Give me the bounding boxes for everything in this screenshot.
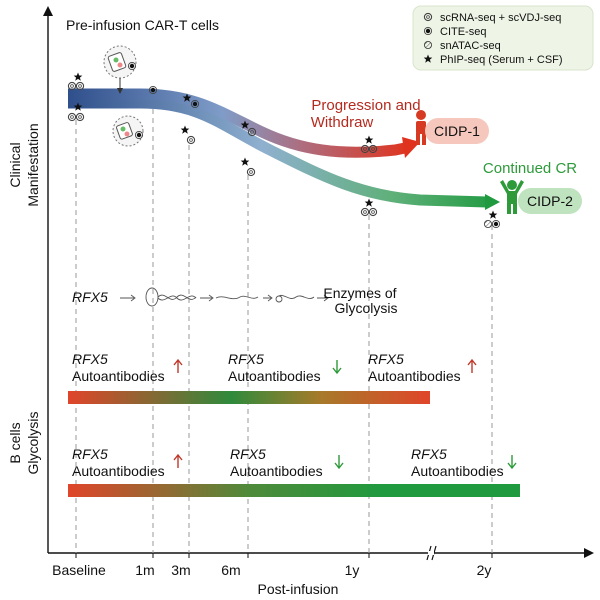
y-label-clinical-line1: Clinical xyxy=(7,142,23,187)
y-axis-arrowhead xyxy=(43,6,53,16)
cidp2-badge xyxy=(518,188,582,214)
y-label-clinical-line2: Manifestation xyxy=(25,123,41,206)
x-tick-1y: 1y xyxy=(345,562,360,578)
glycolysis-bar-cidp2 xyxy=(68,484,520,497)
down-arrow-icon xyxy=(507,455,517,470)
x-tick-1m: 1m xyxy=(135,562,154,578)
pathway-schematic xyxy=(120,287,329,307)
cidp1-label: CIDP-1 xyxy=(434,123,480,139)
legend-label-phip: PhIP-seq (Serum + CSF) xyxy=(440,54,563,66)
up-arrow-icon xyxy=(173,453,183,468)
diagram-title: Pre-infusion CAR-T cells xyxy=(66,17,219,33)
x-tick-6m: 6m xyxy=(221,562,240,578)
bar1-autoab-3: Autoantibodies xyxy=(368,368,461,384)
pathway-gene-label: RFX5 xyxy=(72,289,108,305)
pathway-product-line2: Glycolysis xyxy=(334,300,397,316)
bar2-autoab-2: Autoantibodies xyxy=(230,463,323,479)
progression-label-line2: Withdraw xyxy=(311,114,374,131)
trajectory-cidp1 xyxy=(68,88,407,158)
cidp2-person-icon xyxy=(500,180,524,214)
legend: scRNA-seq + scVDJ-seq CITE-seq snATAC-se… xyxy=(412,5,594,71)
progression-label-line1: Progression and xyxy=(311,97,420,114)
bar2-gene-3: RFX5 xyxy=(411,446,447,462)
continued-cr-label: Continued CR xyxy=(483,160,577,177)
bar1-autoab-1: Autoantibodies xyxy=(72,368,165,384)
x-tick-2y: 2y xyxy=(477,562,492,578)
y-label-bcells-line1: B cells xyxy=(7,422,23,463)
y-label-bcells-line2: Glycolysis xyxy=(25,411,41,474)
bar2-gene-1: RFX5 xyxy=(72,446,108,462)
down-arrow-icon xyxy=(334,455,344,470)
bar1-autoab-2: Autoantibodies xyxy=(228,368,321,384)
up-arrow-icon xyxy=(467,358,477,373)
bar2-gene-2: RFX5 xyxy=(230,446,266,462)
glycolysis-bar-cidp1 xyxy=(68,391,430,404)
up-arrow-icon xyxy=(173,358,183,373)
car-t-cell-icon-bottom xyxy=(112,115,144,147)
x-axis-label: Post-infusion xyxy=(258,581,339,597)
trajectory-cidp2-arrowhead xyxy=(485,194,500,210)
cidp1-badge xyxy=(425,118,489,144)
car-t-cell-icon-top xyxy=(103,45,137,79)
legend-hatched-icon xyxy=(423,40,433,50)
legend-box xyxy=(412,5,594,71)
x-tick-baseline: Baseline xyxy=(52,562,106,578)
cidp2-label: CIDP-2 xyxy=(527,193,573,209)
bar2-autoab-3: Autoantibodies xyxy=(411,463,504,479)
bar1-gene-1: RFX5 xyxy=(72,351,108,367)
down-arrow-icon xyxy=(332,360,342,375)
bar2-autoab-1: Autoantibodies xyxy=(72,463,165,479)
x-tick-marks xyxy=(75,553,493,558)
x-axis-arrowhead xyxy=(584,548,594,558)
cidp1-person-icon xyxy=(416,110,426,145)
pathway-product-line1: Enzymes of xyxy=(323,285,396,301)
trajectory-cidp2 xyxy=(68,97,488,208)
legend-label-snatac: snATAC-seq xyxy=(440,40,501,52)
legend-label-cite: CITE-seq xyxy=(440,26,486,38)
trajectory-cidp1-arrowhead xyxy=(402,137,420,158)
legend-label-scrna: scRNA-seq + scVDJ-seq xyxy=(440,12,561,24)
bar1-gene-2: RFX5 xyxy=(228,351,264,367)
bar1-gene-3: RFX5 xyxy=(368,351,404,367)
x-tick-3m: 3m xyxy=(171,562,190,578)
